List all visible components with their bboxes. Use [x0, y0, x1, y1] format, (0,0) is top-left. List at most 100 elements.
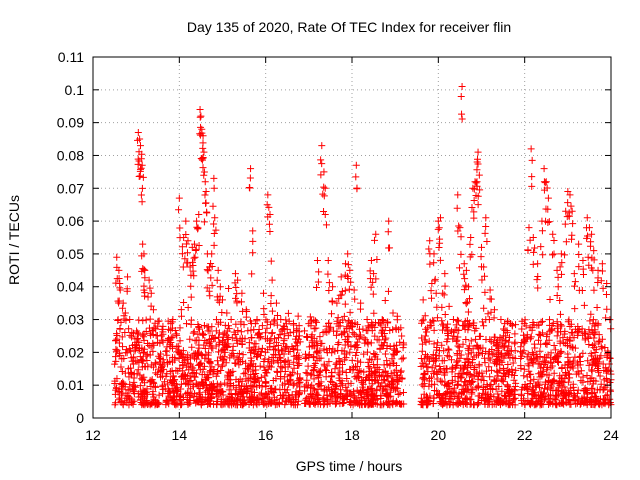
data-point — [391, 346, 399, 354]
data-point — [314, 400, 322, 408]
data-point — [380, 400, 388, 408]
data-point — [592, 361, 600, 369]
data-point — [354, 400, 362, 408]
data-point — [248, 357, 256, 365]
data-point — [178, 399, 186, 407]
data-point — [384, 377, 392, 385]
data-point — [270, 342, 278, 350]
data-point — [122, 316, 130, 324]
data-point — [332, 399, 340, 407]
data-point — [149, 388, 157, 396]
data-point — [371, 377, 379, 385]
data-point — [136, 142, 144, 150]
data-point — [275, 347, 283, 355]
data-point — [561, 251, 569, 259]
data-point — [398, 374, 406, 382]
data-point — [189, 262, 197, 270]
data-point — [215, 348, 223, 356]
data-point — [447, 356, 455, 364]
data-point — [138, 363, 146, 371]
data-point — [246, 393, 254, 401]
data-point — [478, 243, 485, 251]
data-point — [301, 327, 309, 335]
data-point — [448, 378, 456, 386]
data-point — [155, 317, 163, 325]
data-point — [524, 396, 532, 404]
data-point — [184, 304, 192, 312]
data-point — [551, 395, 559, 403]
data-point — [196, 366, 204, 374]
data-point — [216, 292, 224, 300]
data-point — [575, 395, 583, 403]
data-point — [320, 387, 328, 395]
data-point — [574, 397, 582, 405]
data-point — [182, 231, 190, 239]
data-point — [468, 204, 476, 212]
data-point — [481, 272, 489, 280]
data-point — [157, 332, 165, 340]
data-point — [218, 363, 226, 371]
data-point — [507, 319, 515, 327]
data-point — [130, 388, 138, 396]
data-point — [436, 235, 444, 243]
data-point — [310, 353, 318, 361]
data-point — [467, 234, 475, 241]
data-point — [419, 296, 427, 304]
data-point — [596, 337, 604, 345]
data-point — [150, 395, 158, 403]
data-point — [176, 224, 184, 232]
data-point — [553, 266, 561, 274]
data-point — [249, 227, 257, 235]
data-point — [178, 250, 186, 258]
data-point — [432, 289, 440, 297]
data-point — [552, 346, 560, 354]
data-point — [272, 338, 280, 346]
data-point — [518, 317, 526, 325]
data-point — [312, 389, 320, 397]
data-point — [149, 327, 157, 335]
data-point — [353, 184, 361, 192]
data-point — [483, 382, 491, 390]
data-point — [558, 259, 566, 267]
data-point — [139, 376, 147, 384]
data-point — [285, 380, 293, 388]
data-point — [364, 322, 372, 330]
data-point — [481, 288, 489, 296]
data-point — [389, 309, 397, 317]
data-point — [260, 305, 268, 313]
data-point — [455, 317, 463, 325]
data-point — [258, 322, 266, 330]
data-point — [196, 325, 204, 333]
data-point — [565, 212, 573, 220]
data-point — [547, 382, 555, 390]
data-point — [480, 385, 488, 393]
data-point — [578, 287, 586, 295]
data-point — [315, 367, 323, 375]
data-point — [554, 351, 562, 359]
data-point — [151, 359, 159, 367]
data-point — [487, 393, 495, 401]
data-point — [592, 346, 600, 354]
data-point — [138, 198, 146, 206]
data-point — [232, 284, 240, 292]
data-point — [441, 310, 449, 318]
data-point — [329, 283, 337, 291]
data-point — [210, 184, 218, 192]
data-point — [224, 373, 232, 381]
data-point — [270, 389, 278, 397]
data-point — [464, 363, 472, 371]
data-point — [227, 316, 235, 324]
data-point — [594, 279, 602, 287]
data-point — [340, 347, 348, 355]
data-point — [248, 270, 256, 278]
data-point — [598, 260, 606, 268]
data-point — [314, 349, 322, 357]
data-point — [319, 329, 327, 337]
data-point — [345, 317, 353, 325]
data-point — [271, 316, 279, 324]
data-point — [116, 279, 124, 287]
data-point — [575, 250, 583, 258]
data-point — [537, 340, 545, 348]
data-point — [304, 362, 312, 370]
data-point — [113, 375, 121, 383]
